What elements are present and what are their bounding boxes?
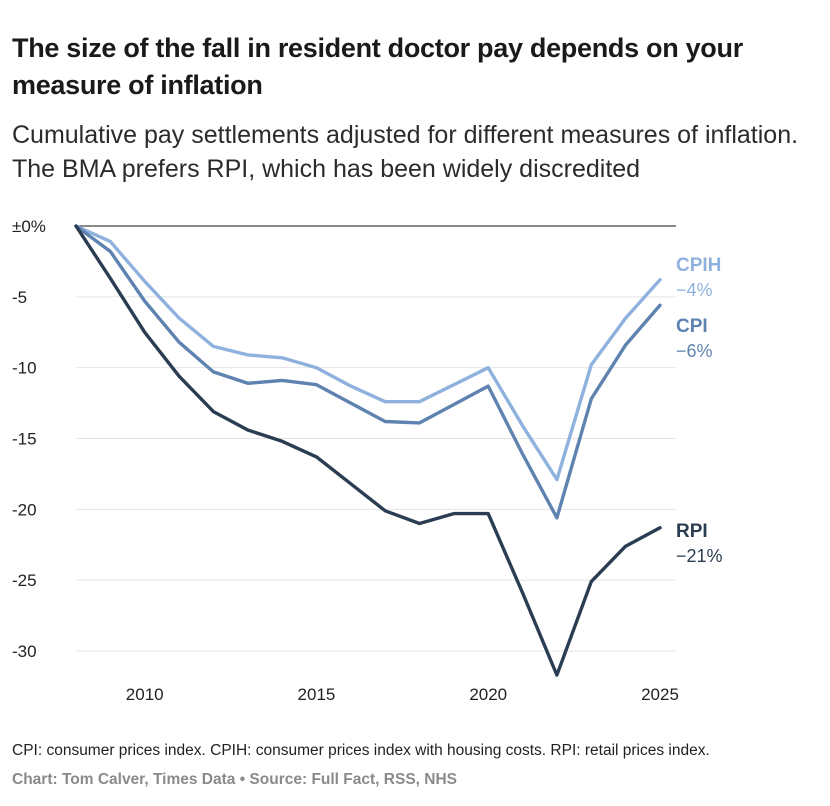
y-tick-label: -15	[12, 430, 37, 449]
y-tick-label: ±0%	[12, 217, 46, 236]
x-tick-label: 2015	[298, 685, 336, 704]
x-tick-label: 2010	[126, 685, 164, 704]
chart-credit: Chart: Tom Calver, Times Data • Source: …	[12, 771, 457, 788]
series-line-rpi	[74, 224, 662, 677]
chart-subtitle: Cumulative pay settlements adjusted for …	[12, 121, 799, 183]
series-line-cpih	[74, 224, 662, 482]
series-value-rpi: −21%	[676, 546, 723, 566]
y-tick-label: -20	[12, 500, 37, 519]
y-tick-label: -10	[12, 359, 37, 378]
y-axis-ticks: ±0% -5 -10 -15 -20 -25 -30	[12, 217, 46, 661]
series-label-rpi: RPI	[676, 521, 708, 542]
series-value-cpih: −4%	[676, 280, 713, 300]
x-tick-label: 2025	[641, 685, 679, 704]
x-tick-label: 2020	[469, 685, 507, 704]
x-axis-ticks: 2010 2015 2020 2025	[126, 685, 679, 704]
y-tick-label: -30	[12, 642, 37, 661]
chart-title: The size of the fall in resident doctor …	[12, 33, 743, 100]
y-tick-label: -25	[12, 571, 37, 590]
series-lines	[74, 224, 662, 677]
y-tick-label: -5	[12, 288, 27, 307]
line-chart: ±0% -5 -10 -15 -20 -25 -30 2010 2015 2020 2025 CP…	[12, 217, 723, 704]
series-line-cpi	[74, 224, 662, 520]
series-end-labels: CPIH −4% CPI −6% RPI −21%	[676, 255, 723, 566]
chart-footnote: CPI: consumer prices index. CPIH: consum…	[12, 742, 710, 759]
series-value-cpi: −6%	[676, 341, 713, 361]
series-label-cpi: CPI	[676, 316, 708, 337]
series-label-cpih: CPIH	[676, 255, 721, 276]
gridlines	[76, 225, 676, 652]
